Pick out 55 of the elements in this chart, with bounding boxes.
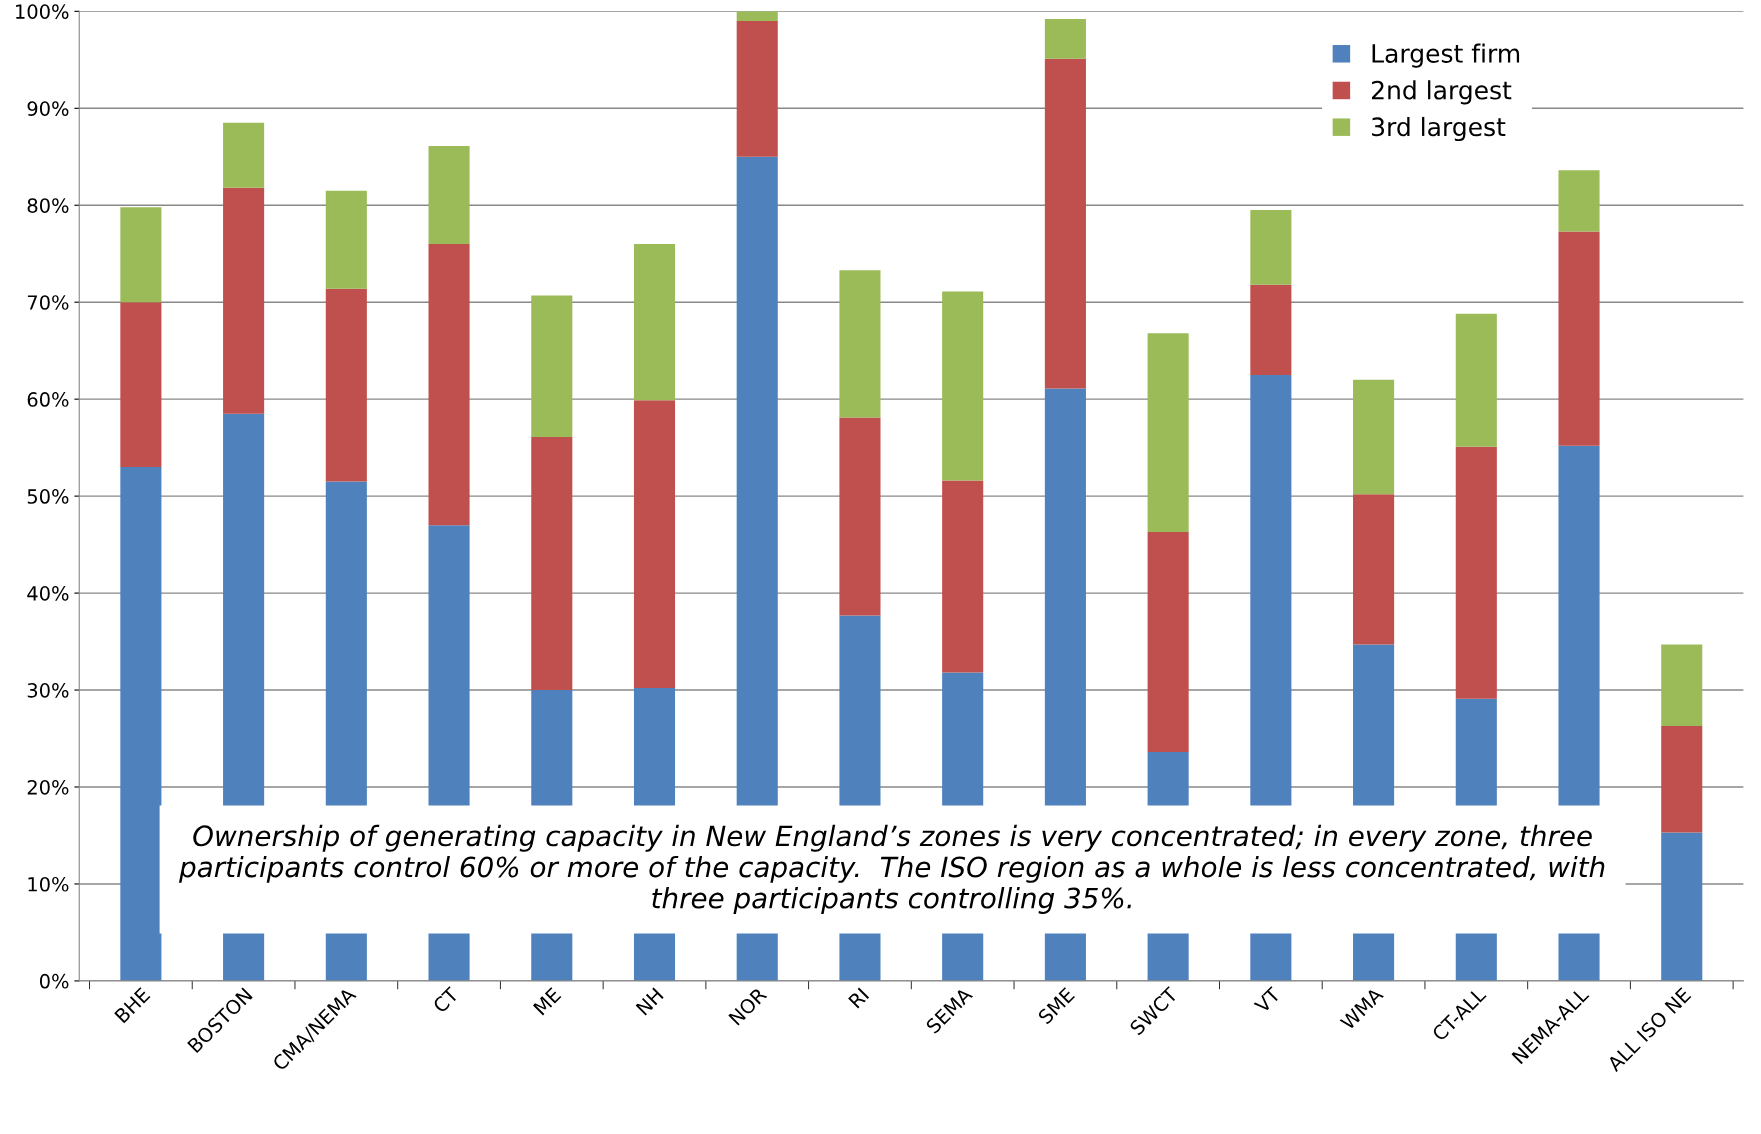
bar <box>1147 333 1189 532</box>
bar <box>736 21 778 157</box>
bar <box>839 417 881 616</box>
bar <box>1147 532 1189 753</box>
bar <box>325 288 367 482</box>
bar <box>1661 725 1703 833</box>
bar <box>839 270 881 418</box>
bar <box>1455 446 1497 699</box>
bar <box>736 11 778 22</box>
bar <box>531 295 573 437</box>
bar <box>1455 313 1497 447</box>
bar <box>1558 170 1600 232</box>
bar <box>1661 644 1703 726</box>
y-tick-label: 30% <box>27 682 69 698</box>
x-tick-label: ALL ISO NE <box>1606 986 1692 1073</box>
bar <box>1044 19 1086 59</box>
x-tick-label: ME <box>533 987 562 1016</box>
y-tick-label: 40% <box>27 586 69 601</box>
bar <box>428 146 470 245</box>
y-tick-label: 10% <box>28 876 69 892</box>
y-tick-label: 0% <box>39 973 69 989</box>
x-tick-label: VT <box>1253 986 1282 1014</box>
x-tick-label: NH <box>635 987 664 1016</box>
bar <box>1044 58 1086 389</box>
bar <box>531 436 573 691</box>
x-tick-label: CT <box>432 985 460 1014</box>
bar <box>1250 210 1292 285</box>
bar <box>942 480 984 673</box>
bar <box>120 302 162 468</box>
bar <box>1558 231 1600 446</box>
bar <box>633 400 676 689</box>
y-tick-label: 100% <box>16 4 69 19</box>
bar <box>1250 284 1292 375</box>
bar <box>120 207 162 303</box>
y-tick-label: 90% <box>27 101 69 116</box>
bar <box>428 244 470 526</box>
bar <box>633 244 676 401</box>
bar <box>1661 832 1703 981</box>
legend-label: Largest firm <box>1372 43 1520 68</box>
bar <box>942 291 984 481</box>
legend-label: 3rd largest <box>1372 116 1506 142</box>
y-tick-label: 20% <box>27 779 69 795</box>
legend-label: 2nd largest <box>1371 80 1512 105</box>
bar <box>120 467 162 981</box>
bar <box>223 187 265 414</box>
bar <box>1353 494 1395 645</box>
y-tick-label: 50% <box>27 489 69 504</box>
bar <box>1353 379 1395 495</box>
y-tick-label: 60% <box>27 392 69 407</box>
x-tick-label: RI <box>848 987 870 1009</box>
bar <box>325 190 367 289</box>
y-tick-label: 70% <box>27 295 69 310</box>
bar <box>223 122 265 188</box>
y-tick-label: 80% <box>27 198 69 213</box>
annotation: Ownership of generating capacity in New England’s zones is very concentrated; in every zone, three participants control 60% or more of the capacity. The ISO region as a whole is less concentrated, with three participants controlling 35%. <box>178 824 1605 914</box>
